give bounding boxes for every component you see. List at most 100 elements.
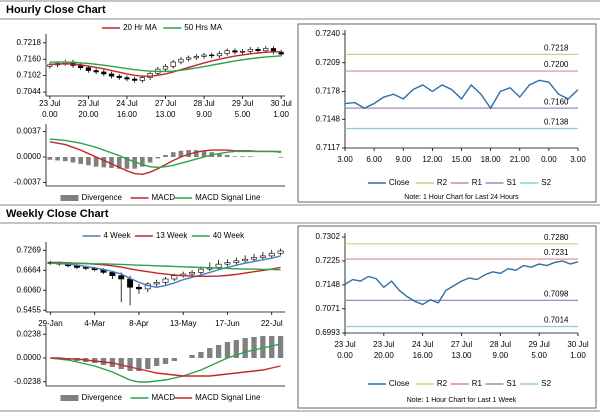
legend-label: MACD (152, 193, 176, 202)
y-tick-label: 0.0000 (17, 353, 42, 362)
x-tick-label: 23 Jul (334, 340, 356, 349)
legend-label: MACD Signal Line (195, 193, 261, 202)
legend-swatch (60, 395, 79, 401)
series-line (49, 55, 282, 73)
bar (116, 157, 122, 169)
y-tick-label: -0.0238 (14, 377, 42, 386)
candle-body (197, 268, 204, 273)
bar (127, 358, 133, 371)
y-tick-label: 0.7044 (17, 87, 42, 96)
level-label: 0.7138 (544, 118, 569, 127)
x-tick-label: 9.00 (493, 351, 509, 360)
legend-label: MACD Signal Line (195, 393, 261, 402)
x-tick-label: 13.00 (451, 351, 472, 360)
bar (269, 336, 275, 358)
y-tick-label: 0.7148 (316, 280, 341, 289)
x-tick-label: 20.00 (374, 351, 395, 360)
level-label: 0.7098 (544, 289, 569, 298)
bar (251, 337, 257, 358)
series-line (50, 262, 281, 271)
panel-frame (297, 225, 597, 409)
bar (278, 157, 284, 158)
candle-body (224, 50, 230, 54)
legend-label: Divergence (82, 193, 123, 202)
x-tick-label: 22-Jul (261, 319, 283, 328)
bar (240, 156, 245, 157)
bar (170, 152, 176, 157)
y-tick-label: 0.6060 (17, 285, 42, 294)
level-label: 0.7231 (544, 248, 569, 257)
x-tick-label: 13-May (170, 319, 197, 328)
bar (62, 157, 68, 162)
y-tick-label: 0.7178 (316, 87, 341, 96)
x-tick-label: 30 Jul (567, 340, 589, 349)
bar (118, 358, 124, 369)
x-tick-label: 6.00 (366, 155, 382, 164)
y-tick-label: 0.7209 (316, 58, 341, 67)
bar (217, 153, 222, 157)
candle-body (124, 77, 130, 80)
x-tick-label: 12.00 (422, 155, 443, 164)
x-tick-label: 28 Jul (193, 99, 215, 108)
bar (247, 156, 253, 157)
bar (198, 352, 204, 358)
candle-body (127, 278, 134, 288)
candle-body (93, 70, 99, 73)
x-tick-label: 16.00 (413, 351, 434, 360)
series-line (50, 255, 281, 288)
bar (163, 154, 168, 157)
series-line (49, 141, 282, 175)
candle-body (178, 58, 184, 63)
candle-body (215, 263, 222, 268)
chart-note: Note: 1 Hour Chart for Last 1 Week (407, 397, 517, 404)
candle-body (233, 260, 240, 263)
candle-body (162, 65, 169, 70)
candle-body (189, 272, 196, 275)
candle-body (268, 252, 275, 257)
bar (189, 355, 195, 358)
x-tick-label: 21.00 (510, 155, 531, 164)
candle-body (82, 267, 89, 269)
candle-body (224, 262, 231, 265)
y-tick-label: 0.7148 (316, 114, 341, 123)
candle-body (247, 49, 253, 52)
candle-body (116, 75, 122, 78)
x-tick-label: 15.00 (451, 155, 472, 164)
y-tick-label: 0.7102 (17, 71, 42, 80)
bar (136, 358, 142, 371)
candle-body (118, 275, 125, 280)
x-tick-label: 8-Apr (129, 319, 149, 328)
x-tick-label: 9.00 (395, 155, 411, 164)
candle-body (251, 257, 257, 260)
series-line (49, 51, 282, 77)
legend-label: S2 (541, 178, 551, 187)
legend-label: 4 Week (104, 231, 132, 240)
candle-body (47, 64, 53, 67)
legend-label: Divergence (82, 393, 123, 402)
bar (233, 340, 239, 358)
y-tick-label: 0.7302 (316, 232, 341, 241)
bar (132, 157, 137, 169)
bar (101, 157, 107, 168)
candle-body (255, 49, 261, 52)
x-tick-label: 1.00 (273, 110, 289, 119)
x-tick-label: 4-Mar (84, 319, 105, 328)
bar (124, 157, 130, 169)
level-label: 0.7280 (544, 233, 569, 242)
x-tick-label: 27 Jul (451, 340, 473, 349)
bar (70, 157, 76, 163)
candle-body (216, 53, 223, 57)
candle-body (153, 281, 160, 285)
bar (140, 157, 145, 167)
candle-body (101, 71, 107, 75)
y-tick-label: -0.0037 (14, 178, 42, 187)
candle-body (263, 48, 269, 52)
bar (207, 348, 213, 358)
candle-body (239, 50, 246, 53)
candle-body (242, 258, 249, 262)
x-tick-label: 0.00 (541, 155, 557, 164)
series-line (49, 138, 282, 169)
bar (242, 338, 248, 358)
y-tick-label: 0.7071 (316, 304, 341, 313)
